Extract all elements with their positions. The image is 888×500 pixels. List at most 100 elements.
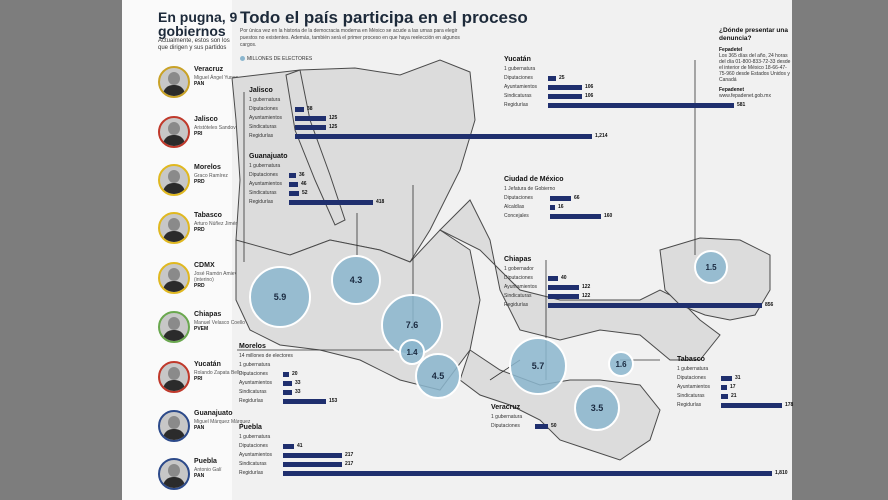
governor-state: Puebla (194, 458, 217, 465)
row-label: Diputaciones (677, 375, 706, 381)
row-value: 418 (376, 199, 385, 205)
row-bar (535, 424, 548, 429)
row-label: Sindicaturas (677, 393, 705, 399)
row-bar (721, 403, 782, 408)
governor-party: PRI (194, 131, 203, 137)
row-bar (289, 191, 299, 196)
sidebar-title: En pugna, 9 gobiernos (158, 9, 238, 39)
panel-row: 1 gubernatura (239, 433, 270, 442)
panel-row: Regidurías 153 (239, 397, 337, 406)
row-bar (550, 196, 571, 201)
panel-row: Ayuntamientos 217 (239, 451, 353, 460)
row-label: Ayuntamientos (239, 452, 272, 458)
row-bar (550, 214, 601, 219)
elector-bubble (694, 250, 728, 284)
governor-fullname: Rolando Zapata Bello (194, 370, 243, 376)
governor-name: Manuel Velasco Coello PVEM (194, 320, 254, 332)
governor-fullname: Arturo Núñez Jiménez (194, 221, 244, 227)
row-value: 1,214 (595, 133, 608, 139)
row-value: 217 (345, 452, 354, 458)
governor-party: PAN (194, 81, 205, 87)
row-label: Sindicaturas (249, 190, 277, 196)
elector-bubble-label: 5.9 (274, 292, 287, 302)
avatar-torso-icon (163, 135, 185, 146)
governor-photo (158, 410, 190, 442)
row-value: 17 (730, 384, 736, 390)
governor-party: PVEM (194, 326, 209, 332)
row-label: Regidurías (677, 402, 702, 408)
avatar-head-icon (168, 218, 180, 231)
panel-row: Ayuntamientos 33 (239, 379, 301, 388)
panel-row: 1 gubernatura (239, 361, 293, 370)
row-value: 21 (731, 393, 737, 399)
row-value: 856 (765, 302, 774, 308)
row-label: Sindicaturas (239, 461, 267, 467)
governor-item: Morelos Graco Ramírez PRD (158, 164, 268, 204)
row-label: Diputaciones (249, 106, 278, 112)
panel-tabasco: Tabasco 1 gubernatura Diputaciones 31 Ayunta… (677, 355, 793, 410)
row-value: 36 (299, 172, 305, 178)
panel-row: Regidurías 418 (249, 198, 384, 207)
governor-name: Rolando Zapata Bello PRI (194, 370, 254, 382)
elector-bubble-label: 1.6 (615, 360, 627, 369)
row-label: Concejales (504, 213, 529, 219)
governor-photo (158, 262, 190, 294)
row-value: 50 (551, 423, 557, 429)
panel-row: Ayuntamientos 17 (677, 383, 736, 392)
row-value: 125 (329, 115, 338, 121)
row-label: 1 Jefatura de Gobierno (504, 186, 556, 192)
panel-row: Concejales 160 (504, 212, 612, 221)
legend-label: MILLONES DE ELECTORES (247, 56, 313, 62)
governor-party: PRD (194, 283, 205, 289)
governor-fullname: José Ramón Amieva (interino) (194, 271, 240, 283)
panel-row: Sindicaturas 122 (504, 292, 590, 301)
row-value: 1,810 (775, 470, 788, 476)
row-value: 106 (585, 93, 594, 99)
panel-row: Regidurías 856 (504, 301, 773, 310)
row-label: Regidurías (239, 398, 264, 404)
governor-photo (158, 458, 190, 490)
elector-bubble (415, 353, 461, 399)
governor-item: CDMX José Ramón Amieva (interino) PRD (158, 262, 268, 302)
panel-title: Chiapas (504, 256, 532, 263)
governor-fullname: Antonio Galí (194, 467, 222, 473)
panel-row: Diputaciones 40 (504, 274, 567, 283)
panel-row: 1 gubernatura (504, 65, 535, 74)
panel-title: Ciudad de México (504, 176, 564, 183)
row-label: Regidurías (249, 133, 274, 139)
avatar-head-icon (168, 416, 180, 429)
row-bar (548, 276, 558, 281)
governor-fullname: Graco Ramírez (194, 173, 228, 179)
row-label: Alcaldías (504, 204, 525, 210)
row-bar (548, 103, 734, 108)
row-value: 122 (582, 284, 591, 290)
governor-fullname: Miguel Márquez Márquez (194, 419, 251, 425)
row-label: Diputaciones (491, 423, 520, 429)
row-label: Sindicaturas (239, 389, 267, 395)
row-label: 1 gubernatura (491, 414, 523, 420)
panel-row: Diputaciones 36 (249, 171, 305, 180)
row-label: 1 gobernador (504, 266, 534, 272)
elector-bubble-label: 1.4 (406, 348, 418, 357)
panel-row: Diputaciones 38 (249, 105, 313, 114)
panel-jalisco: Jalisco 1 gubernatura Diputaciones 38 Ayunta… (249, 86, 608, 141)
panel-row: Regidurías 1,810 (239, 469, 788, 478)
governor-item: Puebla Antonio Galí PAN (158, 458, 268, 498)
panel-row: Sindicaturas 33 (239, 388, 301, 397)
row-bar (548, 303, 762, 308)
avatar-torso-icon (163, 330, 185, 341)
governor-photo (158, 212, 190, 244)
row-label: 1 gubernatura (239, 362, 271, 368)
row-value: 52 (302, 190, 308, 196)
info-fepadenet-heading: Fepadenet (719, 87, 745, 93)
row-bar (283, 372, 289, 377)
row-label: Ayuntamientos (249, 115, 282, 121)
panel-row: Sindicaturas 217 (239, 460, 353, 469)
row-label: Diputaciones (504, 275, 533, 281)
panel-row: Alcaldías 16 (504, 203, 564, 212)
governor-state: CDMX (194, 262, 215, 269)
row-label: Regidurías (249, 199, 274, 205)
legend-dot-icon (240, 56, 245, 62)
panel-row: Ayuntamientos 46 (249, 180, 307, 189)
info-fepadenet-url[interactable]: www.fepadenet.gob.mx (719, 93, 771, 99)
